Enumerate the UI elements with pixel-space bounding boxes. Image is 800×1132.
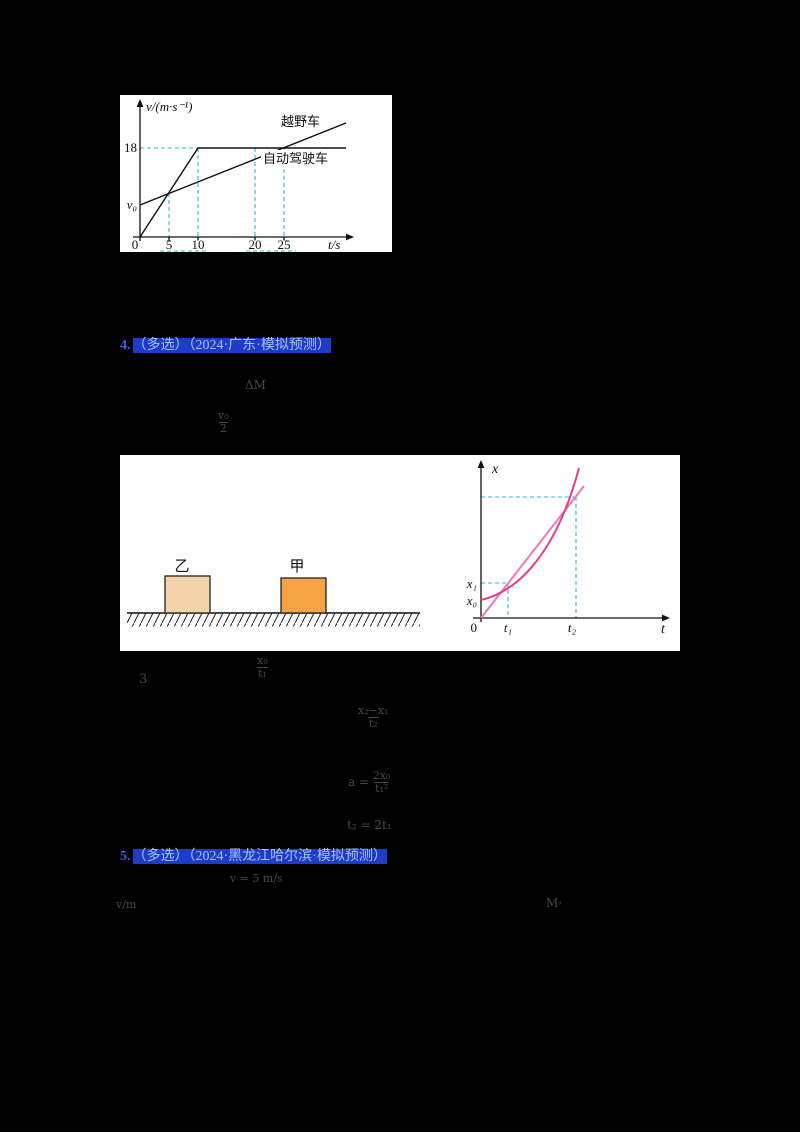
faint-fragment-fraction: x₀ t₁ [257, 654, 268, 681]
faint-text: t₂ = 2t₁ [347, 818, 392, 832]
question-5-source: （2024·黑龙江哈尔滨·模拟预测） [188, 849, 387, 864]
vt-tick-18: 18 [124, 140, 137, 155]
vt-tick-20: 20 [249, 237, 262, 252]
faint-fragment: 3 [139, 672, 147, 687]
faint-fraction: x₂−x₁ t₂ [358, 704, 389, 731]
question-5-heading: 5. （多选）（2024·黑龙江哈尔滨·模拟预测） [120, 848, 387, 865]
vt-tick-10: 10 [192, 237, 205, 252]
faint-fragment: t₂ = 2t₁ [347, 818, 392, 832]
block-yi-label: 乙 [174, 557, 189, 575]
fraction-numerator: x₂−x₁ [358, 704, 389, 717]
vt-origin: 0 [132, 237, 139, 252]
question-4-heading: 4. （多选）（2024·广东·模拟预测） [120, 337, 331, 354]
faint-text: a = [348, 775, 370, 790]
fraction-denominator: t₁ [257, 667, 268, 681]
faint-fraction: 2x₀ t₁² [372, 769, 391, 796]
xt-curve [480, 467, 580, 601]
autodrive-label: 自动驾驶车 [263, 151, 328, 167]
block-jia [280, 577, 327, 614]
faint-text: M· [546, 896, 563, 910]
faint-fragment: ΔM [245, 378, 266, 392]
xt-axes [473, 465, 665, 622]
vt-y-axis-arrow [136, 99, 144, 107]
figure-blocks-and-xt: 乙 甲 x t 0 x₁ x₀ t₁ t₂ [120, 455, 680, 651]
fraction-denominator: 2 [218, 422, 228, 436]
offroad-line [139, 122, 347, 206]
xt-tick-t1: t₁ [504, 620, 512, 635]
vt-x-axis-arrow [346, 233, 354, 241]
figure-velocity-time: v/(m·s⁻¹) 18 v₀ 0 5 10 20 25 t/s 越野车 自动驾… [120, 95, 392, 252]
xt-origin: 0 [471, 620, 478, 635]
question-4-number: 4. [120, 338, 131, 353]
faint-fragment: v/m [116, 898, 136, 911]
faint-fraction: x₀ t₁ [257, 654, 268, 681]
autodrive-line [139, 147, 346, 238]
question-5-tag: （多选） [132, 849, 189, 864]
vt-axes [133, 104, 349, 241]
blocks-xt-graphic: 乙 甲 x t 0 x₁ x₀ t₁ t₂ [127, 460, 670, 637]
faint-text: v = 5 m/s [230, 872, 283, 885]
xt-y-axis-arrow [477, 460, 485, 468]
xt-x-axis-arrow [662, 614, 670, 622]
xt-y-axis-label: x [491, 462, 499, 477]
xt-x-axis-label: t [661, 622, 666, 637]
vt-tick-25: 25 [278, 237, 291, 252]
ground-hatching [127, 613, 420, 627]
fraction-numerator: v₀ [218, 409, 229, 422]
xt-straight-line [480, 485, 585, 619]
vt-tick-5: 5 [166, 237, 173, 252]
xt-tick-x1: x₁ [466, 576, 477, 591]
fraction-numerator: x₀ [257, 654, 268, 667]
block-jia-label: 甲 [289, 557, 304, 575]
faint-fragment-equation: a = 2x₀ t₁² [348, 769, 391, 796]
offroad-label: 越野车 [281, 114, 320, 130]
faint-fraction: v₀ 2 [218, 409, 229, 436]
autodrive-label-bg [261, 150, 337, 166]
vt-y-axis-label: v/(m·s⁻¹) [146, 99, 193, 114]
faint-text: 3 [139, 672, 148, 687]
vt-tick-v0: v₀ [127, 197, 137, 212]
xt-tick-x0: x₀ [466, 593, 477, 608]
faint-text: v/m [116, 898, 137, 911]
block-yi [164, 575, 211, 614]
question-4-source: （2024·广东·模拟预测） [188, 338, 331, 353]
fraction-numerator: 2x₀ [372, 769, 391, 782]
vt-x-axis-label: t/s [328, 237, 340, 252]
question-5-number: 5. [120, 849, 131, 864]
faint-fragment-fraction: v₀ 2 [218, 409, 229, 436]
xt-tick-t2: t₂ [568, 620, 577, 635]
fraction-denominator: t₂ [367, 717, 379, 731]
vt-graph: v/(m·s⁻¹) 18 v₀ 0 5 10 20 25 t/s 越野车 自动驾… [124, 99, 354, 252]
faint-fragment: M· [546, 896, 562, 910]
faint-fragment: v = 5 m/s [230, 872, 283, 885]
xt-dashed-guides [481, 496, 577, 618]
question-4-tag: （多选） [132, 338, 189, 353]
faint-text: ΔM [245, 378, 266, 392]
faint-fragment-fraction: x₂−x₁ t₂ [358, 704, 389, 731]
fraction-denominator: t₁² [374, 782, 390, 796]
vt-car-lines [139, 122, 347, 238]
offroad-label-bg [278, 114, 328, 129]
